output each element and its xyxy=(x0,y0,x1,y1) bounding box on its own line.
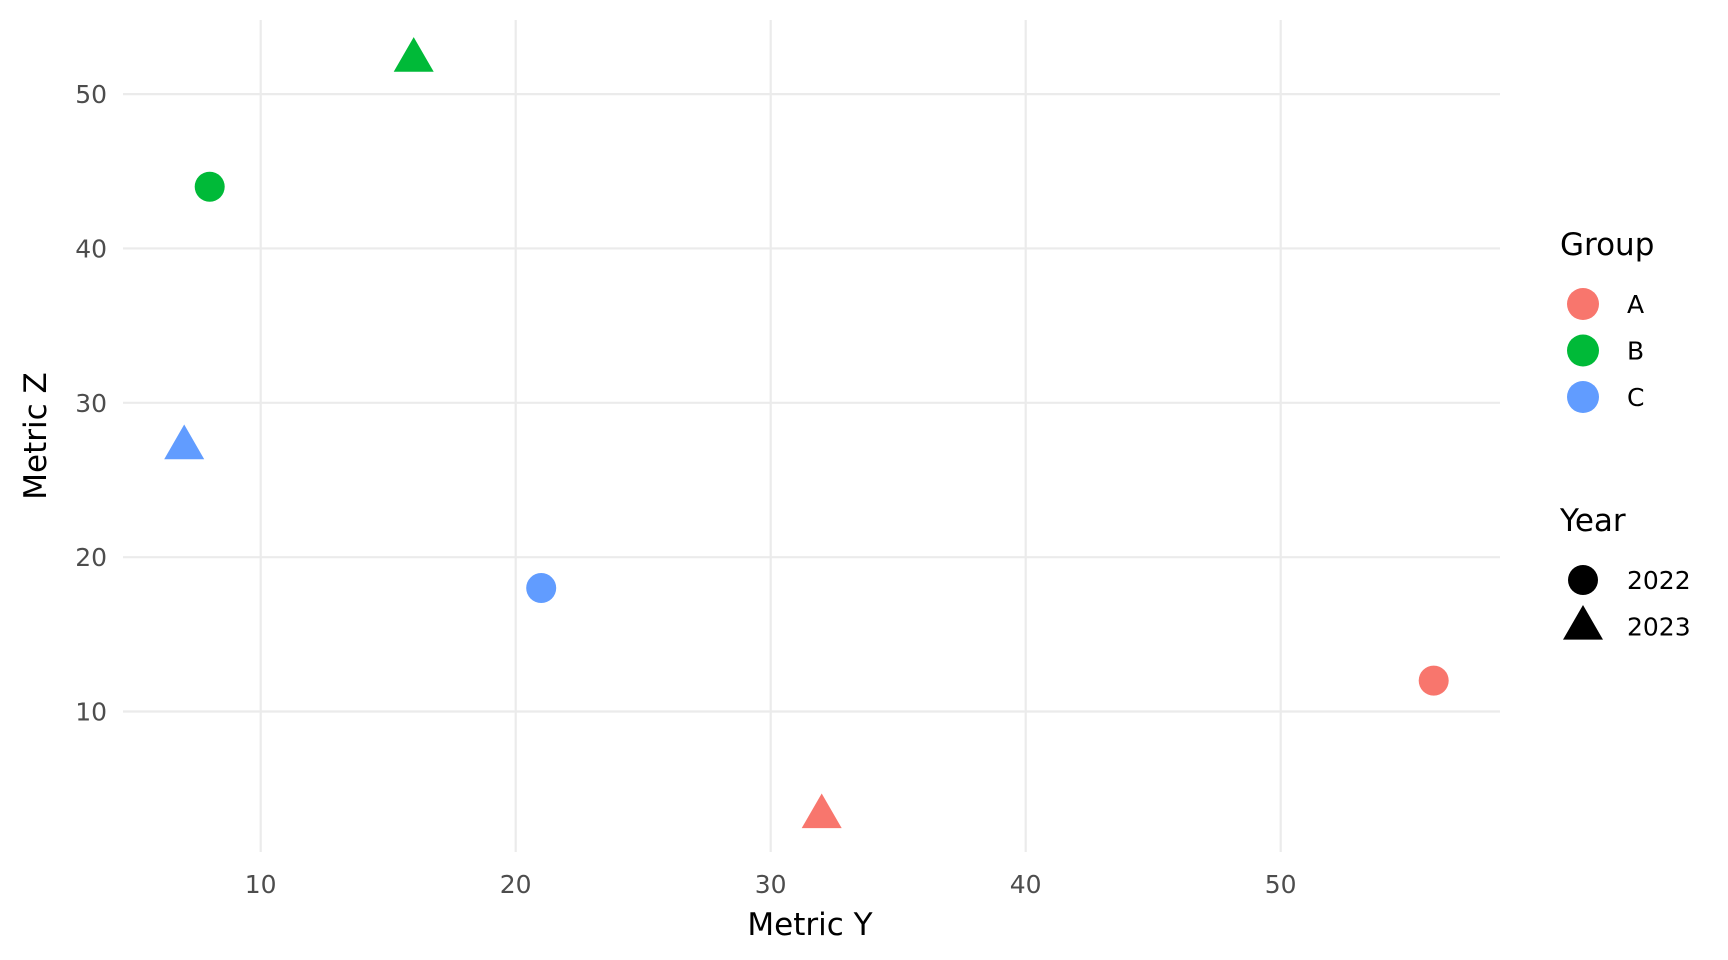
x-axis-title: Metric Y xyxy=(747,907,872,943)
point-b-2022 xyxy=(194,171,225,202)
point-c-2023 xyxy=(164,424,205,460)
legend-title-year: Year xyxy=(1559,503,1626,539)
y-axis-title: Metric Z xyxy=(18,372,54,499)
grid-lines xyxy=(123,20,1500,852)
x-tick-label: 40 xyxy=(1010,870,1042,899)
legend-year-items: 2022 2023 xyxy=(1563,565,1691,642)
point-b-2023 xyxy=(393,37,434,72)
legend-key-b xyxy=(1567,334,1599,367)
y-axis-ticks: 10 20 30 40 50 xyxy=(75,80,107,726)
legend-label-2022: 2022 xyxy=(1627,566,1691,595)
point-a-2022 xyxy=(1418,665,1449,696)
legend-label-b: B xyxy=(1627,337,1644,366)
legend-group-items: ABC xyxy=(1567,288,1644,413)
legend-key-2022 xyxy=(1568,565,1598,595)
legend-label-a: A xyxy=(1627,290,1644,319)
x-tick-label: 30 xyxy=(755,870,787,899)
x-tick-label: 10 xyxy=(245,870,277,899)
y-tick-label: 10 xyxy=(75,698,107,727)
x-axis-ticks: 10 20 30 40 50 xyxy=(245,870,1297,899)
x-tick-label: 50 xyxy=(1265,870,1297,899)
point-a-2023 xyxy=(801,793,842,829)
y-tick-label: 30 xyxy=(75,389,107,418)
data-points xyxy=(164,37,1449,829)
legend-key-2023 xyxy=(1563,605,1603,640)
y-tick-label: 20 xyxy=(75,543,107,572)
y-tick-label: 50 xyxy=(75,80,107,109)
legend-label-c: C xyxy=(1627,383,1644,412)
legend-key-a xyxy=(1567,288,1599,320)
legend: Group ABC Year 2022 2023 xyxy=(1559,227,1691,642)
point-c-2022 xyxy=(526,573,557,604)
legend-key-c xyxy=(1567,381,1599,413)
y-tick-label: 40 xyxy=(75,234,107,263)
legend-label-2023: 2023 xyxy=(1627,613,1691,642)
x-tick-label: 20 xyxy=(500,870,532,899)
legend-title-group: Group xyxy=(1560,227,1654,263)
